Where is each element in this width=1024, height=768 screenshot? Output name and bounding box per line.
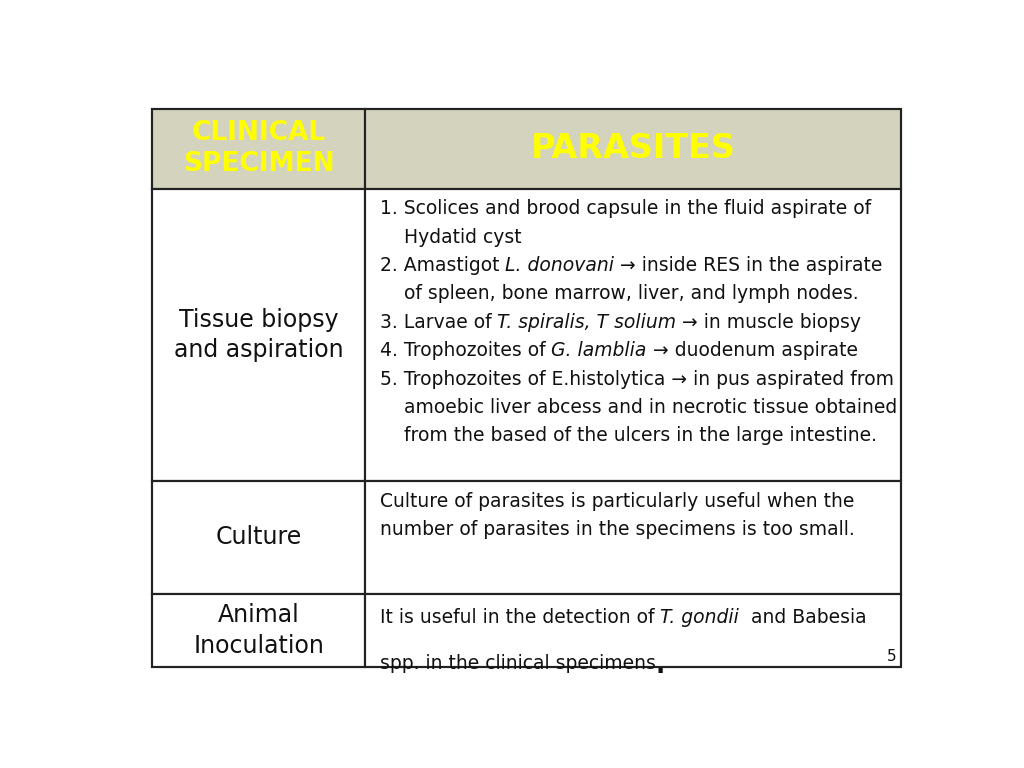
Bar	[366, 109, 901, 189]
Text: → duodenum aspirate: → duodenum aspirate	[646, 341, 858, 360]
Text: from the based of the ulcers in the large intestine.: from the based of the ulcers in the larg…	[380, 426, 877, 445]
Text: 2. Amastigot: 2. Amastigot	[380, 256, 505, 275]
Bar	[366, 594, 901, 667]
Bar	[152, 189, 366, 482]
Text: spp. in the clinical specimens: spp. in the clinical specimens	[380, 654, 655, 673]
Bar	[152, 482, 366, 594]
Text: 5: 5	[888, 649, 897, 664]
Bar	[366, 482, 901, 594]
Text: CLINICAL
SPECIMEN: CLINICAL SPECIMEN	[182, 120, 335, 177]
Text: G. lamblia: G. lamblia	[551, 341, 646, 360]
Text: number of parasites in the specimens is too small.: number of parasites in the specimens is …	[380, 520, 854, 539]
Text: T. spiralis, T solium: T. spiralis, T solium	[498, 313, 676, 332]
Text: Tissue biopsy
and aspiration: Tissue biopsy and aspiration	[174, 308, 343, 362]
Text: 1. Scolices and brood capsule in the fluid aspirate of: 1. Scolices and brood capsule in the flu…	[380, 199, 870, 218]
Text: .: .	[655, 654, 665, 678]
Text: Animal
Inoculation: Animal Inoculation	[194, 603, 324, 657]
Bar	[152, 109, 366, 189]
Text: PARASITES: PARASITES	[530, 132, 735, 165]
Text: L. donovani: L. donovani	[505, 256, 614, 275]
Text: T. gondii: T. gondii	[660, 608, 739, 627]
Bar	[152, 594, 366, 667]
Text: 4. Trophozoites of: 4. Trophozoites of	[380, 341, 551, 360]
Text: 5. Trophozoites of E.histolytica → in pus aspirated from: 5. Trophozoites of E.histolytica → in pu…	[380, 369, 894, 389]
Text: and Babesia: and Babesia	[739, 608, 866, 627]
Bar	[366, 189, 901, 482]
Text: Hydatid cyst: Hydatid cyst	[380, 227, 521, 247]
Text: 3. Larvae of: 3. Larvae of	[380, 313, 498, 332]
Text: It is useful in the detection of: It is useful in the detection of	[380, 608, 660, 627]
Text: Culture: Culture	[215, 525, 302, 549]
Text: → inside RES in the aspirate: → inside RES in the aspirate	[614, 256, 883, 275]
Text: → in muscle biopsy: → in muscle biopsy	[676, 313, 861, 332]
Text: amoebic liver abcess and in necrotic tissue obtained: amoebic liver abcess and in necrotic tis…	[380, 398, 897, 417]
Text: of spleen, bone marrow, liver, and lymph nodes.: of spleen, bone marrow, liver, and lymph…	[380, 284, 858, 303]
Text: Culture of parasites is particularly useful when the: Culture of parasites is particularly use…	[380, 492, 854, 511]
